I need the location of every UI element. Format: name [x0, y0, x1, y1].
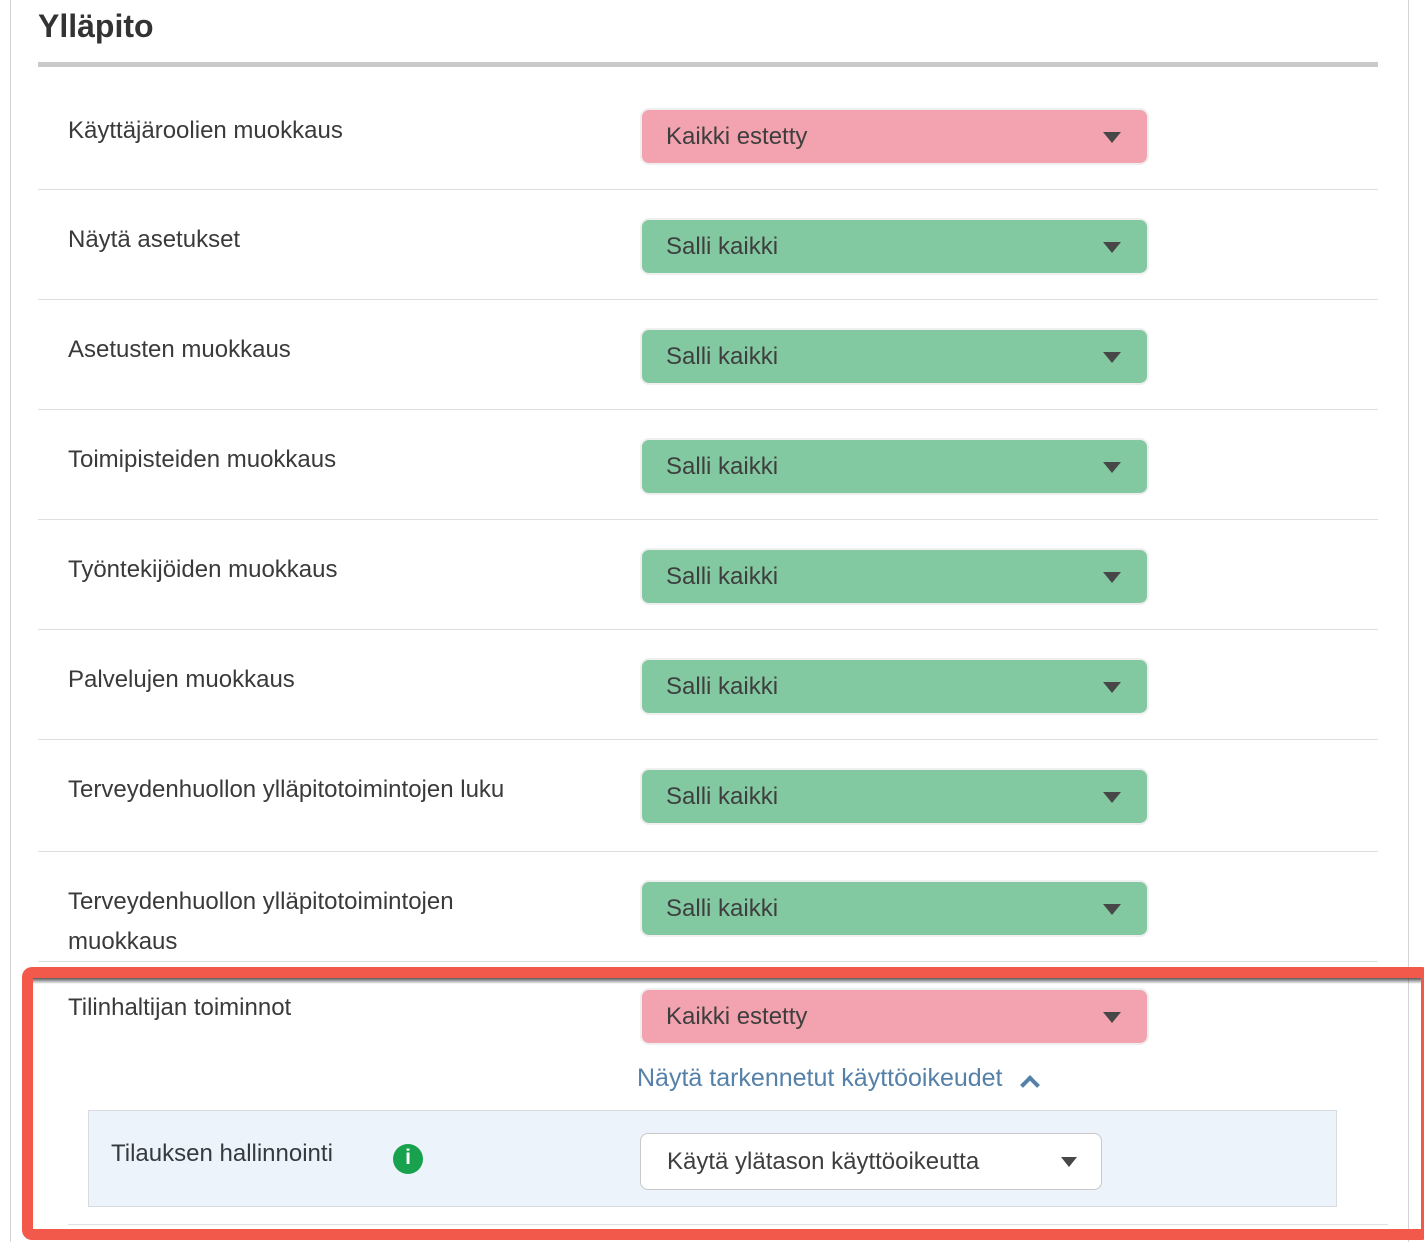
permission-select[interactable]: Salli kaikki — [640, 658, 1149, 715]
chevron-up-icon — [1020, 1075, 1041, 1095]
permission-label: Näytä asetukset — [68, 226, 241, 253]
advanced-permissions-toggle[interactable]: Näytä tarkennetut käyttöoikeudet — [637, 1064, 1041, 1095]
chevron-down-icon — [1103, 131, 1121, 143]
permission-row: Toimipisteiden muokkaus Salli kaikki — [38, 410, 1378, 520]
permission-row: Palvelujen muokkaus Salli kaikki — [38, 630, 1378, 740]
permission-select[interactable]: Salli kaikki — [640, 548, 1149, 605]
chevron-down-icon — [1103, 1011, 1121, 1023]
chevron-down-icon — [1103, 571, 1121, 583]
permission-select[interactable]: Kaikki estetty — [640, 988, 1149, 1045]
permission-label: Toimipisteiden muokkaus — [68, 446, 337, 473]
permission-row: Terveydenhuollon ylläpitotoimintojen luk… — [38, 740, 1378, 852]
permission-select-value: Salli kaikki — [666, 232, 779, 260]
permission-label: Terveydenhuollon ylläpitotoimintojen muo… — [68, 888, 454, 955]
row-divider — [68, 1224, 1388, 1225]
permission-select-value: Salli kaikki — [666, 342, 779, 370]
chevron-down-icon — [1103, 351, 1121, 363]
permission-select[interactable]: Salli kaikki — [640, 218, 1149, 275]
permission-select[interactable]: Salli kaikki — [640, 438, 1149, 495]
permission-row: Käyttäjäroolien muokkaus Kaikki estetty — [38, 67, 1378, 190]
chevron-down-icon — [1103, 903, 1121, 915]
permission-row: Näytä asetukset Salli kaikki — [38, 190, 1378, 300]
permission-select[interactable]: Salli kaikki — [640, 768, 1149, 825]
permission-select-value: Salli kaikki — [666, 782, 779, 810]
permission-select-value: Kaikki estetty — [666, 122, 808, 150]
permission-label: Työntekijöiden muokkaus — [68, 556, 338, 583]
page-border-right — [1408, 0, 1409, 1242]
advanced-permissions-panel: Tilauksen hallinnointi Käytä ylätason kä… — [88, 1110, 1337, 1207]
sub-permission-select-value: Käytä ylätason käyttöoikeutta — [667, 1147, 980, 1175]
permission-select[interactable]: Kaikki estetty — [640, 108, 1149, 165]
sub-permission-select[interactable]: Käytä ylätason käyttöoikeutta — [640, 1133, 1102, 1190]
permission-row: Terveydenhuollon ylläpitotoimintojen muo… — [38, 852, 1378, 962]
permission-select-value: Kaikki estetty — [666, 1002, 808, 1030]
permission-select-value: Salli kaikki — [666, 672, 779, 700]
permission-row: Asetusten muokkaus Salli kaikki — [38, 300, 1378, 410]
page-title: Ylläpito — [38, 8, 154, 44]
info-icon[interactable] — [393, 1144, 423, 1174]
chevron-down-icon — [1061, 1156, 1077, 1167]
chevron-down-icon — [1103, 461, 1121, 473]
permission-label: Asetusten muokkaus — [68, 336, 291, 363]
permission-label: Palvelujen muokkaus — [68, 666, 295, 693]
permission-select-value: Salli kaikki — [666, 894, 779, 922]
sub-permission-label: Tilauksen hallinnointi — [111, 1140, 333, 1167]
permission-row: Työntekijöiden muokkaus Salli kaikki — [38, 520, 1378, 630]
advanced-permissions-toggle-label: Näytä tarkennetut käyttöoikeudet — [637, 1064, 1003, 1092]
permission-select[interactable]: Salli kaikki — [640, 880, 1149, 937]
page-border-left — [10, 0, 11, 1242]
chevron-down-icon — [1103, 791, 1121, 803]
permissions-list: Käyttäjäroolien muokkaus Kaikki estetty … — [38, 67, 1388, 1242]
permission-select-value: Salli kaikki — [666, 452, 779, 480]
title-divider — [38, 62, 1378, 67]
permission-select-value: Salli kaikki — [666, 562, 779, 590]
permission-label: Tilinhaltijan toiminnot — [68, 994, 292, 1021]
permission-row-highlighted: Tilinhaltijan toiminnot Kaikki estetty N… — [38, 962, 1388, 1242]
chevron-down-icon — [1103, 241, 1121, 253]
permission-label: Käyttäjäroolien muokkaus — [68, 117, 343, 144]
chevron-down-icon — [1103, 681, 1121, 693]
permission-select[interactable]: Salli kaikki — [640, 328, 1149, 385]
permission-label: Terveydenhuollon ylläpitotoimintojen luk… — [68, 776, 505, 803]
